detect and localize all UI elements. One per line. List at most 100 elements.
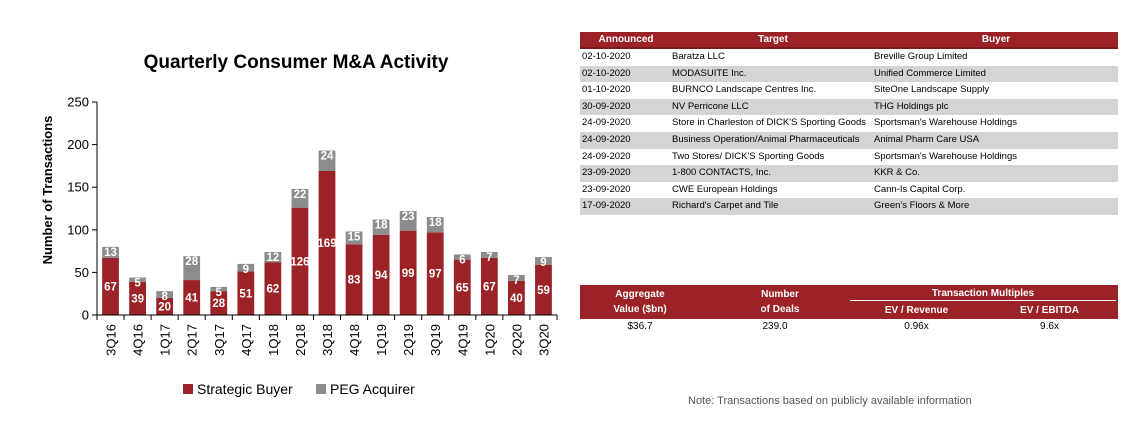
bar-peg-acquirer	[372, 219, 390, 235]
bar-strategic-buyer	[508, 280, 525, 315]
x-tick-label: 1Q17	[158, 324, 173, 356]
cell-target: Richard's Carpet and Tile	[672, 200, 779, 212]
data-label-peg-acquirer: 9	[540, 257, 546, 269]
bar-peg-acquirer	[210, 286, 228, 292]
table-header: Announced Target Buyer	[580, 32, 1118, 49]
data-label-peg-acquirer: 13	[104, 247, 117, 259]
cell-date: 02-10-2020	[582, 67, 631, 79]
bar-peg-acquirer	[508, 274, 525, 281]
data-label-peg-acquirer: 28	[185, 256, 198, 268]
bar-peg-acquirer	[426, 217, 444, 233]
cell-target: MODASUITE Inc.	[672, 67, 747, 79]
bar-peg-acquirer	[156, 291, 174, 298]
bar-peg-acquirer	[102, 246, 119, 258]
recent-transactions-table: Announced Target Buyer 02-10-2020 Baratza…	[580, 32, 1118, 215]
cell-target: NV Perricone LLC	[672, 100, 749, 112]
data-label-strategic-buyer: 28	[212, 298, 225, 310]
x-tick-label: 4Q18	[347, 324, 362, 356]
data-label-peg-acquirer: 24	[321, 151, 334, 163]
y-tick-label: 50	[75, 265, 89, 280]
bar-peg-acquirer	[318, 150, 336, 172]
data-label-strategic-buyer: 99	[402, 268, 415, 280]
data-label-strategic-buyer: 126	[290, 256, 309, 268]
cell-date: 30-09-2020	[582, 100, 631, 112]
bar-peg-acquirer	[535, 257, 552, 265]
cell-date: 23-09-2020	[582, 183, 631, 195]
x-tick-label: 1Q18	[266, 324, 281, 356]
multiples-header: Transaction Multiples	[931, 288, 1035, 299]
bar-strategic-buyer	[102, 257, 119, 315]
x-tick-label: 3Q20	[536, 324, 551, 356]
table-row: 24-09-2020 Business Operation/Animal Phar…	[580, 131, 1118, 149]
x-tick-label: 3Q17	[212, 324, 227, 356]
table-row: 02-10-2020 Baratza LLC Breville Group Limi…	[580, 49, 1118, 66]
bar-peg-acquirer	[453, 254, 471, 260]
bar-peg-acquirer	[291, 188, 309, 208]
cell-buyer: Cann-Is Capital Corp.	[874, 183, 966, 195]
deals-header-line1: Number	[761, 289, 799, 300]
table-row: 30-09-2020 NV Perricone LLC THG Holdings p…	[580, 98, 1118, 116]
deals-header-line2: of Deals	[760, 304, 800, 315]
bar-strategic-buyer	[156, 297, 174, 315]
bar-peg-acquirer	[399, 211, 417, 231]
data-label-strategic-buyer: 65	[456, 282, 469, 294]
table-row: 24-09-2020 Two Stores/ DICK'S Sporting Go…	[580, 149, 1118, 166]
bar-strategic-buyer	[345, 244, 363, 315]
aggregate-header-line2: Value ($bn)	[613, 304, 667, 315]
data-label-strategic-buyer: 83	[348, 275, 361, 287]
cell-buyer: Unified Commerce Limited	[874, 67, 986, 79]
legend: Strategic Buyer PEG Acquirer	[183, 381, 415, 397]
data-label-strategic-buyer: 41	[185, 293, 198, 305]
summary-values: $36.7 239.0 0.96x 9.6x	[580, 319, 1118, 335]
x-tick-label: 2Q19	[401, 324, 416, 356]
y-tick-label: 100	[67, 222, 89, 237]
deals-header: Number of Deals	[715, 287, 845, 317]
ev-ebitda-value: 9.6x	[1040, 321, 1059, 332]
cell-buyer: THG Holdings plc	[874, 100, 949, 112]
data-label-strategic-buyer: 67	[104, 281, 117, 293]
data-label-strategic-buyer: 62	[266, 284, 279, 296]
table-row: 23-09-2020 1-800 CONTACTS, Inc. KKR & Co.	[580, 165, 1118, 182]
legend-swatch-strategic-buyer	[183, 384, 193, 394]
bar-peg-acquirer	[345, 231, 363, 245]
cell-buyer: Sportsman's Warehouse Holdings	[874, 117, 1017, 129]
multiples-divider	[850, 300, 1116, 301]
table-body: 02-10-2020 Baratza LLC Breville Group Limi…	[580, 49, 1118, 215]
cell-date: 24-09-2020	[582, 117, 631, 129]
bar-strategic-buyer	[264, 262, 282, 315]
cell-target: CWE European Holdings	[672, 183, 778, 195]
bar-strategic-buyer	[210, 291, 228, 315]
cell-buyer: Green's Floors & More	[874, 200, 970, 212]
table-row: 02-10-2020 MODASUITE Inc. Unified Commerce…	[580, 65, 1118, 83]
x-tick-label: 3Q18	[320, 324, 335, 356]
cell-date: 24-09-2020	[582, 150, 631, 162]
data-label-peg-acquirer: 15	[348, 232, 361, 244]
deals-value: 239.0	[762, 321, 788, 332]
data-label-strategic-buyer: 169	[317, 238, 336, 250]
bar-strategic-buyer	[372, 234, 390, 315]
data-label-strategic-buyer: 59	[537, 285, 550, 297]
data-label-peg-acquirer: 18	[375, 220, 388, 232]
bar-strategic-buyer	[318, 171, 336, 315]
bar-peg-acquirer	[264, 251, 282, 263]
x-tick-label: 4Q16	[131, 324, 146, 356]
x-tick-label: 2Q17	[185, 324, 200, 356]
data-label-peg-acquirer: 5	[216, 287, 223, 299]
cell-date: 24-09-2020	[582, 133, 631, 145]
bar-strategic-buyer	[480, 257, 498, 315]
cell-target: 1-800 CONTACTS, Inc.	[672, 167, 772, 179]
x-tick-label: 4Q19	[455, 324, 470, 356]
data-label-strategic-buyer: 40	[510, 293, 523, 305]
cell-buyer: Breville Group Limited	[874, 51, 968, 62]
cell-date: 23-09-2020	[582, 167, 631, 179]
bar-strategic-buyer	[291, 207, 309, 315]
data-label-peg-acquirer: 5	[134, 278, 141, 290]
cell-buyer: Animal Pharm Care USA	[874, 133, 980, 145]
cell-date: 17-09-2020	[582, 200, 631, 212]
ev-revenue-value: 0.96x	[904, 321, 929, 332]
cell-target: Two Stores/ DICK'S Sporting Goods	[672, 150, 825, 162]
cell-target: Baratza LLC	[672, 51, 725, 62]
x-tick-label: 1Q20	[482, 324, 497, 356]
aggregate-value: $36.7	[627, 321, 653, 332]
